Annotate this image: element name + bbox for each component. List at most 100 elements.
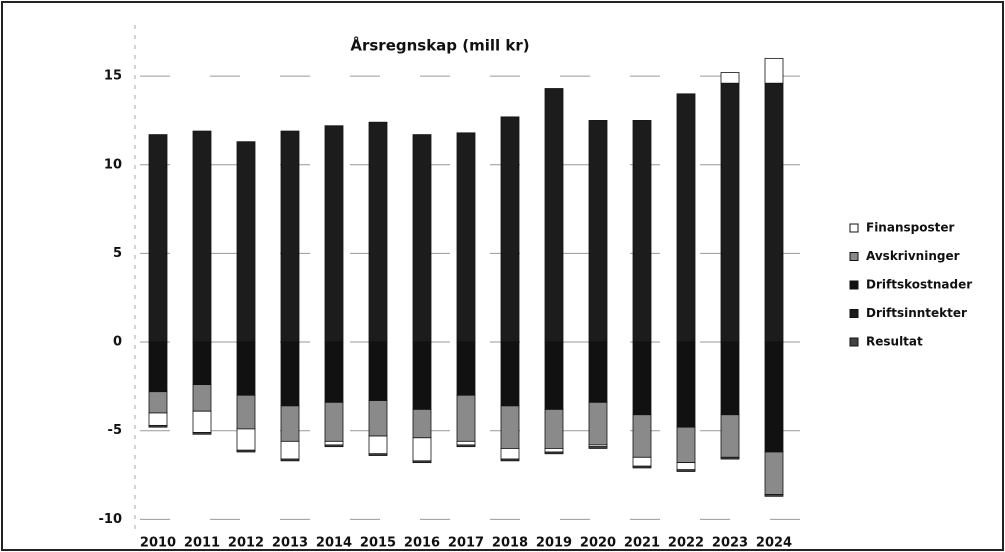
- bar-segment: [500, 448, 520, 460]
- bar-segment: [588, 120, 608, 343]
- bar-segment: [764, 82, 784, 343]
- x-tick-label: 2017: [448, 536, 484, 551]
- legend-swatch: [849, 252, 859, 261]
- y-tick-label: 15: [104, 69, 122, 84]
- legend-label: Driftsinntekter: [866, 306, 967, 320]
- bar-segment: [676, 93, 696, 343]
- bar-segment: [720, 456, 740, 460]
- bar-segment: [192, 410, 212, 433]
- x-tick-label: 2018: [492, 536, 528, 551]
- bar-segment: [368, 400, 388, 437]
- bar-segment: [280, 440, 300, 460]
- y-tick-label: -10: [99, 512, 123, 527]
- bar-segment: [544, 451, 564, 455]
- bar-segment: [500, 341, 520, 407]
- x-tick-label: 2015: [360, 536, 396, 551]
- bar-segment: [236, 449, 256, 453]
- bar-segment: [544, 341, 564, 410]
- bar-segment: [500, 458, 520, 462]
- bar-segment: [280, 405, 300, 442]
- bar-segment: [148, 412, 168, 426]
- bar-segment: [412, 134, 432, 343]
- bar-segment: [500, 405, 520, 449]
- bar-segment: [412, 409, 432, 439]
- bar-segment: [192, 432, 212, 435]
- bar-segment: [632, 120, 652, 343]
- bar-segment: [324, 440, 344, 446]
- bar-segment: [148, 424, 168, 428]
- legend-label: Resultat: [866, 335, 923, 349]
- bar-segment: [720, 414, 740, 458]
- bar-segment: [148, 134, 168, 343]
- legend-swatch: [849, 223, 859, 233]
- bar-segment: [412, 460, 432, 464]
- bar-segment: [676, 426, 696, 464]
- legend-label: Finansposter: [866, 221, 954, 235]
- legend-label: Driftskostnader: [866, 278, 972, 292]
- bar-segment: [324, 444, 344, 448]
- x-tick-label: 2024: [756, 536, 792, 551]
- bar-segment: [544, 448, 564, 453]
- bar-segment: [456, 341, 476, 396]
- bar-segment: [456, 132, 476, 343]
- legend-swatch: [849, 280, 859, 290]
- bar-segment: [632, 465, 652, 469]
- bar-segment: [764, 57, 784, 84]
- bar-segment: [720, 341, 740, 416]
- legend-label: Avskrivninger: [866, 249, 960, 263]
- legend-swatch: [849, 309, 859, 318]
- bar-segment: [676, 469, 696, 472]
- bar-segment: [676, 341, 696, 428]
- bar-segment: [720, 72, 740, 84]
- bar-segment: [632, 341, 652, 416]
- bar-segment: [544, 88, 564, 343]
- bar-segment: [148, 391, 168, 414]
- bar-segment: [764, 494, 784, 497]
- x-tick-label: 2013: [272, 536, 308, 551]
- bar-segment: [720, 82, 740, 343]
- bar-segment: [192, 341, 212, 386]
- y-tick-label: 10: [104, 157, 122, 172]
- legend-swatch: [849, 337, 859, 347]
- bar-segment: [324, 401, 344, 442]
- x-tick-label: 2019: [536, 536, 572, 551]
- bar-segment: [192, 384, 212, 412]
- bar-segment: [280, 341, 300, 407]
- bar-segment: [236, 341, 256, 396]
- bar-segment: [544, 409, 564, 449]
- bar-segment: [456, 444, 476, 448]
- bar-segment: [192, 130, 212, 343]
- chart-title: Årsregnskap (mill kr): [350, 36, 529, 55]
- y-tick-label: -5: [108, 423, 122, 438]
- bar-segment: [412, 437, 432, 462]
- x-tick-label: 2021: [624, 536, 660, 551]
- bar-segment: [632, 456, 652, 467]
- bar-segment: [412, 341, 432, 410]
- x-tick-label: 2023: [712, 536, 748, 551]
- bar-segment: [280, 130, 300, 343]
- bar-segment: [236, 141, 256, 343]
- bar-segment: [368, 453, 388, 456]
- bar-segment: [588, 446, 608, 449]
- bar-segment: [324, 341, 344, 403]
- bar-segment: [324, 125, 344, 343]
- bar-segment: [456, 394, 476, 442]
- bar-segment: [764, 451, 784, 495]
- bar-segment: [280, 458, 300, 462]
- x-tick-label: 2020: [580, 536, 616, 551]
- bar-segment: [236, 394, 256, 430]
- bar-segment: [236, 428, 256, 451]
- bar-segment: [456, 440, 476, 446]
- x-tick-label: 2022: [668, 536, 704, 551]
- bar-segment: [588, 401, 608, 446]
- x-tick-label: 2010: [140, 536, 176, 551]
- x-tick-label: 2014: [316, 536, 352, 551]
- bar-segment: [588, 341, 608, 403]
- bar-segment: [500, 116, 520, 343]
- bar-segment: [148, 341, 168, 393]
- x-tick-label: 2016: [404, 536, 440, 551]
- bar-segment: [368, 435, 388, 455]
